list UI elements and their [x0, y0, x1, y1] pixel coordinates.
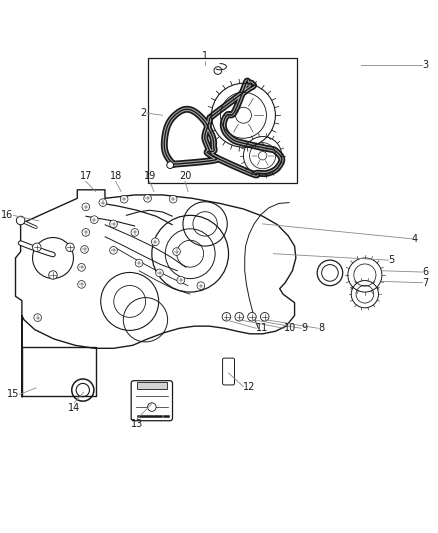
Circle shape — [110, 220, 117, 228]
Text: 15: 15 — [7, 389, 20, 399]
Circle shape — [78, 280, 85, 288]
Circle shape — [170, 196, 177, 203]
Text: 5: 5 — [389, 255, 395, 265]
Text: 18: 18 — [110, 171, 122, 181]
Circle shape — [131, 229, 139, 236]
Circle shape — [222, 312, 231, 321]
Text: 12: 12 — [244, 382, 256, 392]
Text: 4: 4 — [412, 234, 418, 244]
Circle shape — [82, 229, 90, 236]
Text: 8: 8 — [318, 324, 324, 333]
Circle shape — [110, 246, 117, 254]
Circle shape — [197, 282, 205, 289]
Circle shape — [144, 195, 152, 202]
Circle shape — [148, 403, 156, 411]
Circle shape — [214, 67, 222, 74]
Text: 3: 3 — [422, 60, 428, 70]
Text: 2: 2 — [141, 108, 147, 118]
Polygon shape — [22, 348, 96, 397]
Text: 19: 19 — [144, 171, 156, 181]
Text: 20: 20 — [179, 171, 191, 181]
Circle shape — [155, 269, 163, 277]
Circle shape — [66, 243, 74, 252]
Circle shape — [120, 196, 128, 203]
Text: 14: 14 — [68, 403, 81, 413]
Circle shape — [135, 259, 143, 267]
Circle shape — [99, 199, 107, 206]
FancyBboxPatch shape — [223, 358, 234, 385]
Text: 7: 7 — [422, 278, 429, 288]
Text: 11: 11 — [256, 324, 268, 333]
Circle shape — [167, 161, 173, 168]
Text: 1: 1 — [202, 51, 208, 61]
Circle shape — [78, 263, 85, 271]
Circle shape — [49, 271, 57, 279]
Circle shape — [32, 243, 41, 252]
Circle shape — [82, 203, 90, 211]
Circle shape — [235, 312, 244, 321]
FancyBboxPatch shape — [131, 381, 173, 421]
Text: 9: 9 — [301, 324, 307, 333]
Text: 6: 6 — [422, 267, 428, 277]
Circle shape — [173, 248, 180, 255]
Text: 13: 13 — [131, 419, 143, 429]
Bar — [148, 58, 297, 183]
Circle shape — [152, 238, 159, 246]
Circle shape — [34, 314, 42, 321]
Text: 16: 16 — [1, 211, 14, 220]
Text: 17: 17 — [80, 171, 92, 181]
Circle shape — [177, 276, 185, 284]
Circle shape — [248, 312, 256, 321]
Polygon shape — [15, 190, 296, 397]
Bar — [137, 382, 166, 389]
Circle shape — [81, 246, 88, 253]
Text: 10: 10 — [284, 324, 296, 333]
Circle shape — [16, 216, 25, 225]
Circle shape — [261, 312, 269, 321]
Circle shape — [91, 216, 98, 223]
